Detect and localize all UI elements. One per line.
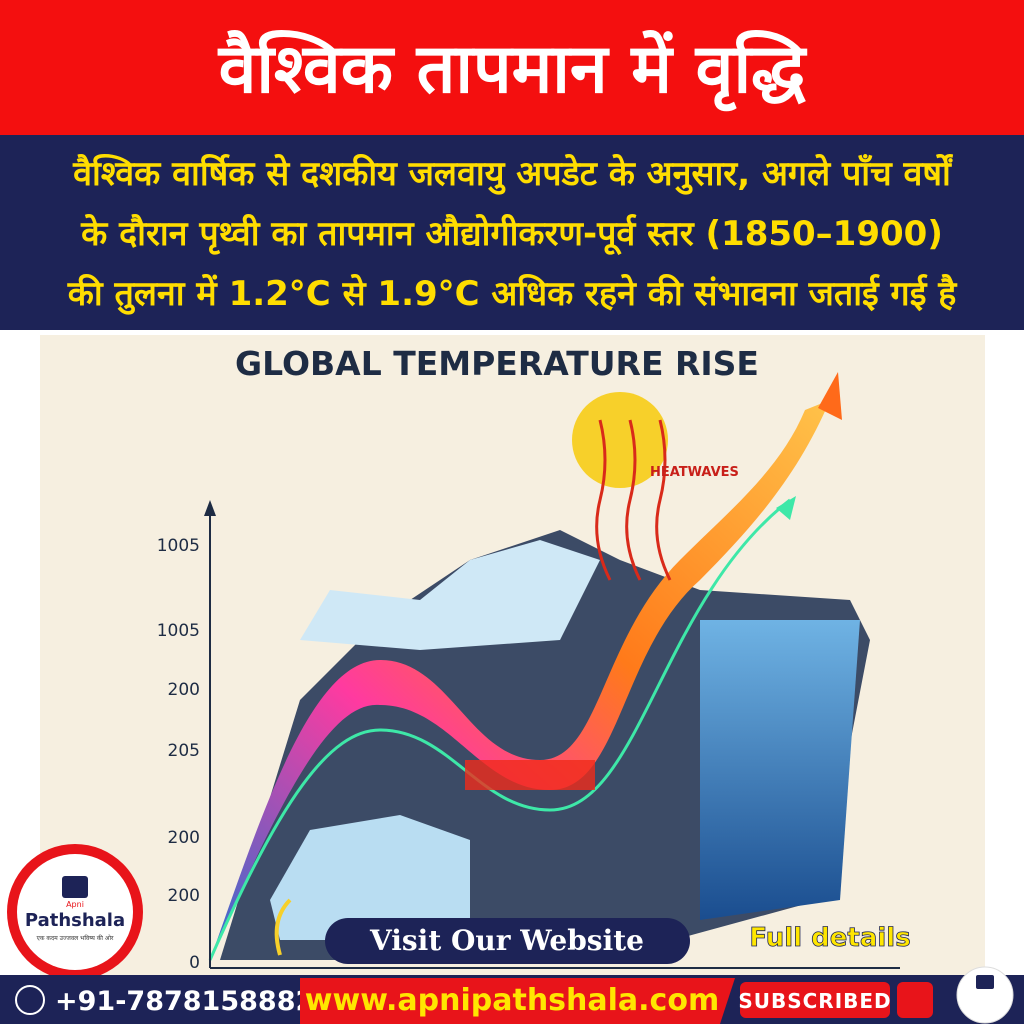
axis-label: 0 xyxy=(189,953,200,973)
iceberg xyxy=(300,540,600,650)
footer-logo-book xyxy=(976,975,994,989)
subtitle-line: की तुलना में 1.2°C से 1.9°C अधिक रहने की… xyxy=(67,273,959,315)
axis-label: 200 xyxy=(168,680,200,700)
sun xyxy=(572,392,668,488)
visit-text[interactable]: Visit Our Website xyxy=(369,924,644,957)
axis-label: 200 xyxy=(168,886,200,906)
website[interactable]: www.apnipathshala.com xyxy=(305,983,719,1018)
arrow-head xyxy=(818,372,842,420)
logo-top: Apni xyxy=(66,900,84,909)
axis-label: 1005 xyxy=(157,621,200,641)
axis-label: 200 xyxy=(168,828,200,848)
phone-icon xyxy=(15,985,45,1015)
axis-label: 1005 xyxy=(157,536,200,556)
subtitle-line: वैश्विक वार्षिक से दशकीय जलवायु अपडेट के… xyxy=(72,153,954,195)
subtitle-line: के दौरान पृथ्वी का तापमान औद्योगीकरण-पूर… xyxy=(80,213,943,256)
logo-face xyxy=(17,854,133,970)
ice-block xyxy=(270,815,470,940)
subscribe-text[interactable]: SUBSCRIBED xyxy=(738,989,891,1013)
axis-arrow xyxy=(204,500,216,516)
footer-logo xyxy=(956,966,1014,1024)
visit-button[interactable] xyxy=(325,918,690,964)
details-text: Full details xyxy=(749,923,910,953)
website-box xyxy=(300,978,735,1024)
pointer-arrow xyxy=(274,898,292,956)
logo-tagline: एक कदम उज्जवल भविष्य की ओर xyxy=(37,934,114,942)
heat-waves xyxy=(595,419,672,581)
arrow-head xyxy=(776,496,796,520)
logo-book xyxy=(62,876,88,898)
annotation: HEATWAVES xyxy=(650,465,739,480)
axis-labels: 1005 1005 200 205 200 200 0 xyxy=(157,536,200,973)
illustration-title: GLOBAL TEMPERATURE RISE xyxy=(235,344,759,383)
heat-zone xyxy=(465,760,595,790)
phone-box xyxy=(0,978,300,1022)
bell-icon[interactable] xyxy=(897,982,933,1018)
phone[interactable]: +91-7878158882 xyxy=(55,986,314,1017)
subtitle-bg xyxy=(0,135,1024,330)
logo-name: Pathshala xyxy=(25,910,125,931)
axis-label: 205 xyxy=(168,741,200,761)
subscribe-button[interactable] xyxy=(740,982,890,1018)
header-bg xyxy=(0,0,1024,135)
sea xyxy=(700,620,860,920)
header-title: वैश्विक तापमान में वृद्धि xyxy=(217,30,808,112)
